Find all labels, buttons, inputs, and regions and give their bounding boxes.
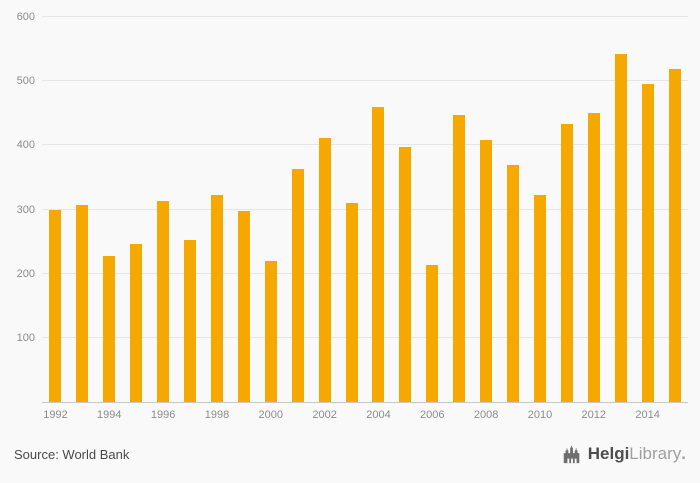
y-tick-label: 600 [16,11,35,23]
bar-2000 [264,260,277,402]
bar-1996 [157,201,170,402]
x-tick-label: 2010 [527,409,553,421]
x-tick-label: 2004 [366,409,391,421]
building-icon [561,443,583,465]
y-tick-label: 300 [16,203,35,216]
y-tick-label: 400 [16,139,35,152]
gridline [42,144,688,146]
x-tick-label: 1992 [43,409,68,421]
bar-2009 [507,164,520,402]
x-tick-label: 2014 [635,409,660,421]
bar-2013 [614,53,627,402]
y-tick-label: 500 [16,75,35,88]
gridline [42,272,688,274]
bar-2010 [533,195,546,402]
bar-2011 [560,123,573,402]
logo-text-helgi: Helgi [587,444,630,463]
logo-wordmark: HelgiLibrary. [588,444,686,464]
x-tick-label: 2002 [312,409,337,421]
bar-2015 [668,68,681,402]
gridline [42,16,688,17]
helgi-library-logo: HelgiLibrary. [561,443,686,465]
gridline [42,80,688,82]
bar-1992 [49,209,62,402]
bar-2007 [453,115,466,402]
bar-2001 [291,169,304,402]
logo-text-library: Library [629,444,682,463]
bar-2008 [480,139,493,402]
bar-2004 [372,106,385,402]
bar-1994 [103,256,116,402]
gridline [42,336,688,338]
bar-1997 [184,239,197,402]
source-label: Source: World Bank [14,446,130,462]
x-tick-label: 2006 [420,409,445,421]
plot-area: 100 200 300 400 500 600 1992 1994 1996 1998 2000 20… [17,11,688,421]
bar-1993 [76,205,89,402]
bar-2014 [641,83,654,402]
y-tick-label: 200 [16,267,35,280]
bar-1998 [210,195,223,402]
x-tick-label: 2008 [473,409,499,421]
logo-text-dot: . [681,444,686,463]
x-tick-label: 2012 [581,409,607,421]
bar-2005 [399,146,412,402]
bar-2003 [345,203,358,402]
y-tick-label: 100 [16,331,35,344]
bar-2002 [318,137,331,402]
x-tick-label: 1994 [97,409,122,421]
bar-1995 [130,243,143,402]
bar-1999 [237,211,250,402]
bar-2006 [426,264,439,402]
bar-2012 [587,113,600,402]
gridline [42,208,688,210]
x-tick-label: 1996 [150,409,176,421]
x-tick-label: 1998 [204,409,230,421]
x-tick-label: 2000 [258,409,284,421]
chart-footer: Source: World Bank HelgiLibrary. [0,431,700,483]
